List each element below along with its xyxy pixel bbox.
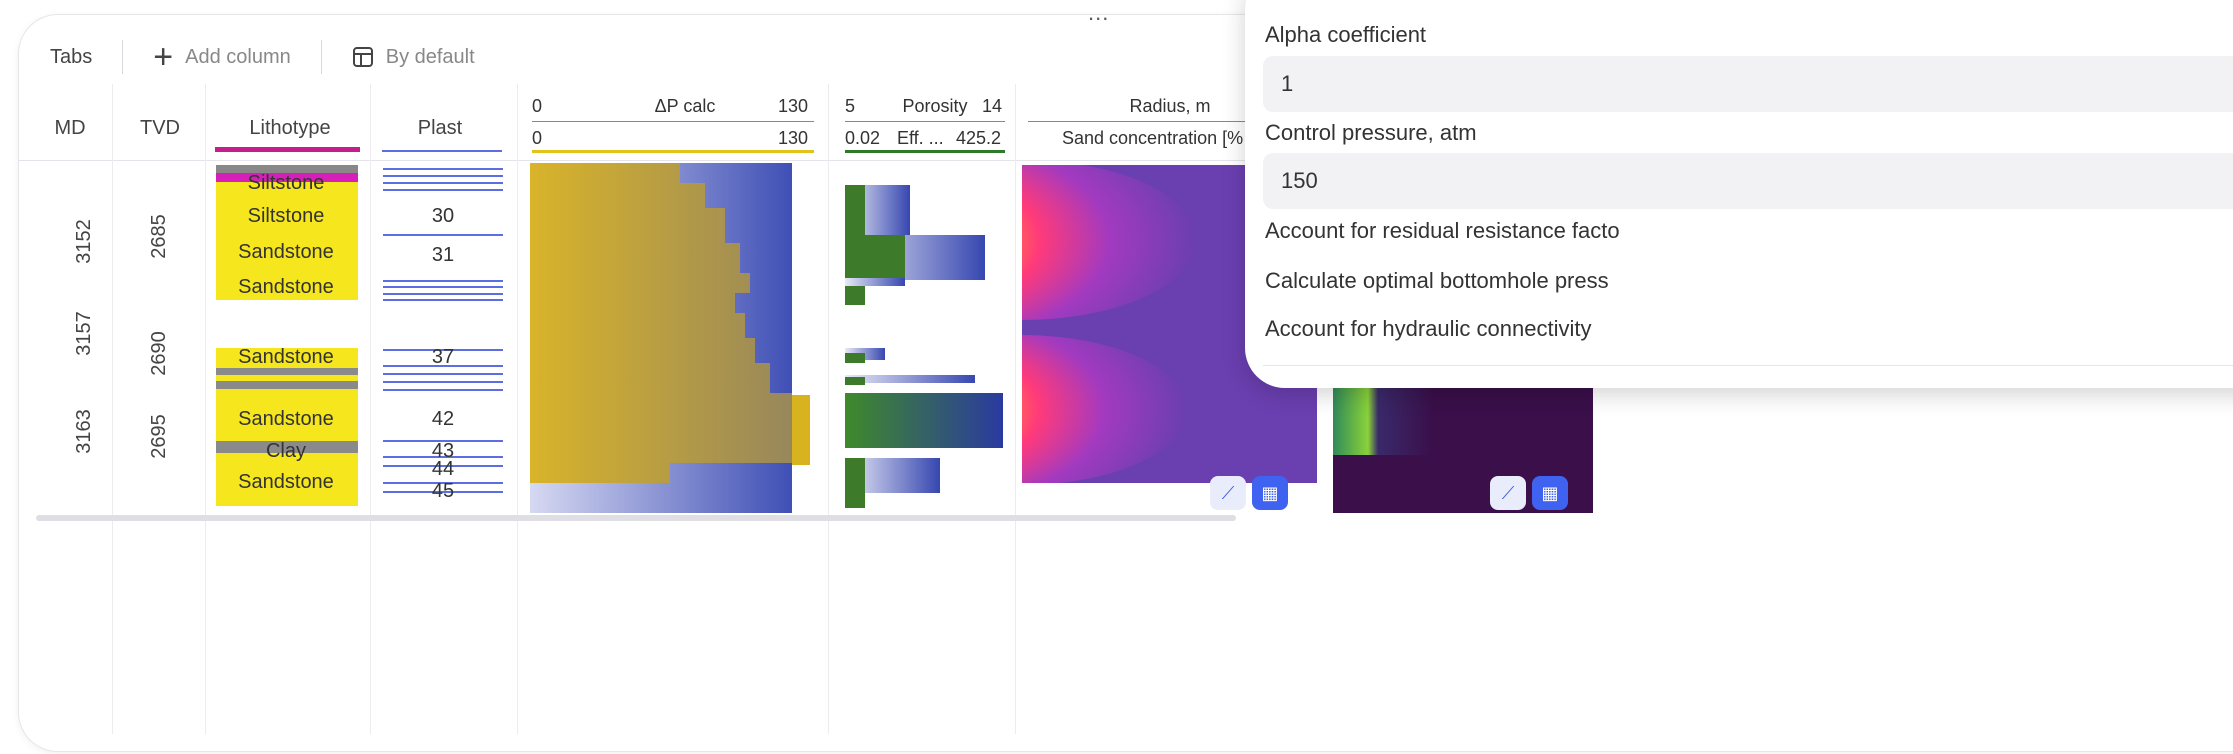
tvd-tick: 2695 [147, 414, 170, 459]
toolbar-divider [122, 40, 124, 74]
lithology-label: Sandstone [238, 346, 334, 368]
plast-line [383, 373, 503, 375]
md-tick: 3152 [72, 219, 95, 264]
plast-line [383, 482, 503, 484]
residual-resistance-option[interactable]: Account for residual resistance facto [1265, 218, 1620, 243]
toolbar: Tabs + Add column By default [50, 38, 475, 76]
tvd-tick: 2685 [147, 214, 170, 259]
col-header-plast[interactable]: Plast [417, 117, 463, 139]
lithology-block [216, 165, 358, 300]
plast-line [383, 389, 503, 391]
col-header-md[interactable]: MD [54, 117, 86, 139]
plast-line [383, 286, 503, 288]
control-pressure-input[interactable]: 150 [1263, 153, 2233, 209]
plast-number: 37 [431, 346, 455, 368]
grid-view-icon[interactable]: ▦ [1252, 476, 1288, 510]
radius-track-controls: ⟋ ▦ [1210, 476, 1288, 510]
hydraulic-connectivity-option[interactable]: Account for hydraulic connectivity [1265, 316, 1592, 341]
plast-line [383, 175, 503, 177]
lithology-label: Siltstone [247, 205, 325, 227]
plus-icon: + [153, 38, 174, 76]
plast-line [383, 280, 503, 282]
add-column-button[interactable]: + Add column [153, 38, 291, 76]
porosity-legend-bar [845, 150, 1005, 153]
header-divider [18, 160, 2233, 161]
plast-line [383, 491, 503, 493]
plast-number: 30 [431, 205, 455, 227]
plast-number: 42 [431, 408, 455, 430]
curve-toggle-icon[interactable]: ⟋ [1210, 476, 1246, 510]
plast-line [383, 234, 503, 236]
panel-divider [1263, 365, 2233, 366]
plast-line [383, 381, 503, 383]
alpha-coefficient-input[interactable]: 1 [1263, 56, 2233, 112]
table-layout-icon [352, 47, 373, 67]
lithology-label: Clay [265, 440, 306, 462]
plast-number: 43 [431, 440, 455, 462]
lithology-block [216, 441, 358, 453]
lithology-label: Sandstone [238, 471, 334, 493]
dp-legend-bar [532, 150, 814, 153]
plast-line [383, 182, 503, 184]
lithology-label: Siltstone [247, 172, 325, 194]
tvd-tick: 2690 [147, 331, 170, 376]
column-divider [112, 84, 113, 734]
plast-line [383, 440, 503, 442]
plast-legend-bar [382, 150, 502, 152]
plast-number: 45 [431, 480, 455, 502]
plast-line [383, 349, 503, 351]
plast-line [383, 168, 503, 170]
plast-line [383, 293, 503, 295]
grid-view-icon[interactable]: ▦ [1532, 476, 1568, 510]
porosity-scale-line [845, 121, 1005, 122]
dp-scale-line [532, 121, 814, 122]
lithology-label: Sandstone [238, 241, 334, 263]
plast-line [383, 456, 503, 458]
column-divider [828, 84, 829, 734]
horizontal-scrollbar[interactable] [36, 515, 1236, 521]
col-header-lithotype[interactable]: Lithotype [249, 117, 331, 139]
column-divider [370, 84, 371, 734]
lithology-block [216, 173, 358, 182]
alpha-coefficient-label: Alpha coefficient [1265, 22, 1427, 47]
toolbar-divider [320, 40, 322, 74]
plast-line [383, 299, 503, 301]
curve-toggle-icon[interactable]: ⟋ [1490, 476, 1526, 510]
radius-scale-line [1028, 121, 1258, 122]
lithology-label: Sandstone [238, 276, 334, 298]
control-pressure-label: Control pressure, atm [1265, 120, 1477, 145]
lithology-block [216, 368, 358, 375]
lithology-block [216, 381, 358, 389]
plast-number: 44 [431, 458, 455, 480]
md-tick: 3157 [72, 311, 95, 356]
plast-line [383, 189, 503, 191]
optimal-bottomhole-option[interactable]: Calculate optimal bottomhole press [1265, 268, 1609, 293]
tabs-button[interactable]: Tabs [50, 45, 93, 68]
md-tick: 3163 [72, 409, 95, 454]
lithology-block [216, 165, 358, 173]
col-header-tvd[interactable]: TVD [140, 117, 180, 139]
plast-number: 31 [431, 244, 455, 266]
settings-panel: Alpha coefficient 1 Control pressure, at… [1245, 0, 2233, 388]
more-menu-icon[interactable]: ... [1088, 0, 1110, 25]
column-divider [205, 84, 206, 734]
lithology-label: Sandstone [238, 408, 334, 430]
porosity-track [845, 185, 1003, 508]
column-divider [1015, 84, 1016, 734]
layout-default-button[interactable]: By default [352, 46, 475, 69]
track-2-controls: ⟋ ▦ [1490, 476, 1568, 510]
column-divider [517, 84, 518, 734]
lithotype-legend-bar [215, 147, 360, 152]
plast-line [383, 465, 503, 467]
plast-line [383, 365, 503, 367]
dp-calc-track [530, 163, 810, 513]
